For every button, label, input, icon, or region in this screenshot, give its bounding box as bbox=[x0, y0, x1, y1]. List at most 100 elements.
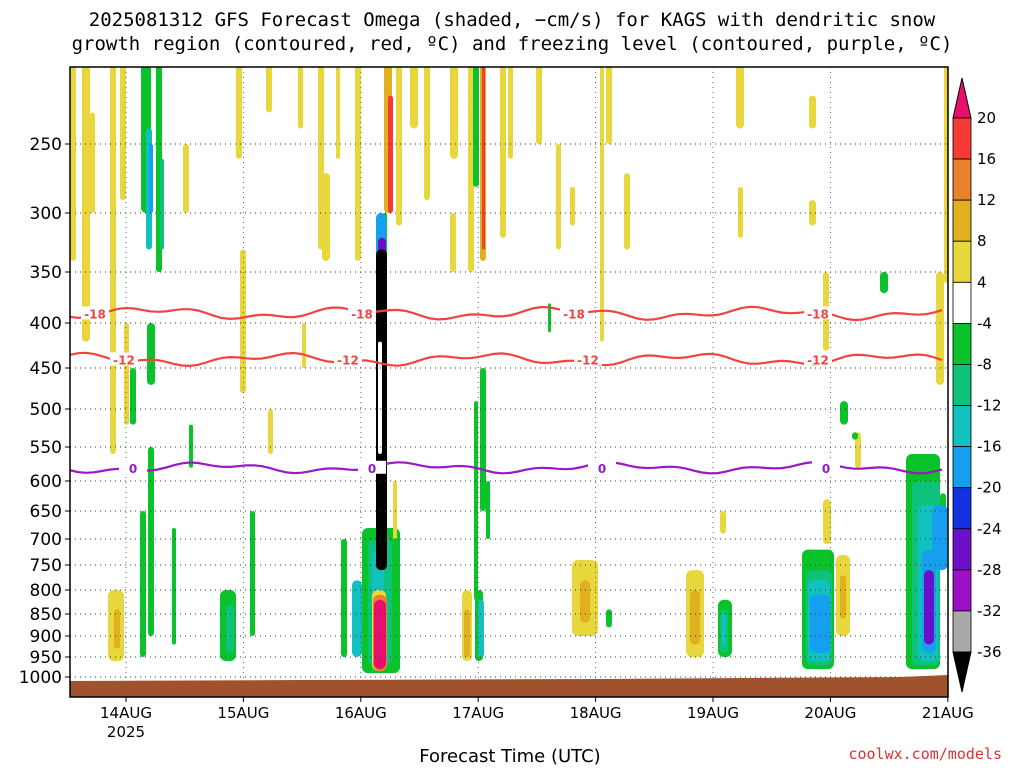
contour-label-10: 0 bbox=[598, 462, 606, 476]
plot-area: -18 -18 -18 -18 -12 -12 -12 -12 0 0 0 0 bbox=[70, 67, 948, 697]
y-tick-label-8: 650 bbox=[30, 502, 62, 522]
omega-yellow-8 bbox=[240, 249, 246, 394]
omega-yellow-40 bbox=[268, 409, 273, 455]
omega-green-3 bbox=[140, 511, 146, 657]
omega-green-2 bbox=[148, 447, 154, 636]
x-tick-label-6: 20AUG bbox=[804, 704, 856, 722]
x-tick-label-5: 19AUG bbox=[687, 704, 739, 722]
colorbar-band-7 bbox=[952, 405, 972, 448]
y-tick-label-15: 1000 bbox=[19, 668, 62, 688]
colorbar-band-9 bbox=[952, 487, 972, 530]
y-tick-label-1: 300 bbox=[30, 204, 62, 224]
colorbar-tick-11: -28 bbox=[977, 561, 1002, 579]
contour-label-4: -12 bbox=[113, 353, 135, 367]
colorbar-tick-6: -8 bbox=[977, 355, 992, 373]
omega-yellow-3 bbox=[110, 67, 116, 455]
colorbar-top-triangle bbox=[952, 77, 972, 119]
contour-label-11: 0 bbox=[822, 462, 830, 476]
omega-yellow-21 bbox=[468, 67, 474, 272]
omega-yellow-1 bbox=[82, 67, 90, 342]
colorbar-band-1 bbox=[952, 158, 972, 201]
colorbar-bottom-triangle bbox=[952, 651, 972, 693]
event17-red-top bbox=[482, 67, 485, 250]
y-tick-label-7: 600 bbox=[30, 472, 62, 492]
event16-red-top bbox=[388, 95, 393, 213]
colorbar-tick-3: 8 bbox=[977, 232, 987, 250]
x-tick-label-1: 15AUG bbox=[217, 704, 269, 722]
omega-green-5 bbox=[172, 528, 176, 645]
omega-yellow-31 bbox=[738, 186, 743, 238]
colorbar-tick-1: 16 bbox=[977, 150, 996, 168]
omega-yellow-15 bbox=[355, 67, 361, 261]
y-tick-label-11: 800 bbox=[30, 581, 62, 601]
y-tick-label-10: 750 bbox=[30, 556, 62, 576]
omega-yellow-13 bbox=[322, 173, 330, 261]
omega-green-6 bbox=[189, 424, 193, 468]
omega-yellow-5 bbox=[124, 323, 129, 425]
event20-orange bbox=[840, 575, 846, 619]
omega-green-16 bbox=[341, 539, 347, 657]
omega-green-13 bbox=[473, 67, 479, 187]
omega-yellow-29 bbox=[624, 173, 630, 250]
omega-green-11 bbox=[474, 401, 478, 600]
colorbar-band-0 bbox=[952, 117, 972, 160]
x-tick-label-4: 18AUG bbox=[570, 704, 622, 722]
x-tick-label-0: 14AUG bbox=[100, 704, 152, 722]
event17-orange bbox=[464, 609, 470, 657]
omega-yellow-9 bbox=[266, 67, 272, 113]
omega-green-15 bbox=[250, 511, 255, 636]
omega-yellow-11 bbox=[302, 323, 306, 368]
omega-green-18 bbox=[880, 272, 888, 294]
y-tick-label-2: 350 bbox=[30, 263, 62, 283]
omega-yellow-38 bbox=[720, 511, 726, 534]
colorbar-band-5 bbox=[952, 322, 972, 365]
omega-yellow-17 bbox=[410, 67, 418, 129]
colorbar-tick-9: -20 bbox=[977, 479, 1002, 497]
contour-label-6: -12 bbox=[577, 353, 599, 367]
omega-green-7 bbox=[147, 323, 155, 385]
omega-yellow-28 bbox=[606, 67, 612, 144]
omega-green-14 bbox=[548, 303, 551, 333]
omega-yellow-30 bbox=[736, 67, 744, 129]
omega-yellow-4 bbox=[120, 67, 126, 201]
y-tick-label-13: 900 bbox=[30, 627, 62, 647]
x-tick-label-7: 21AUG bbox=[922, 704, 974, 722]
omega-yellow-27 bbox=[600, 67, 604, 342]
contour-label-7: -12 bbox=[807, 353, 829, 367]
colorbar-band-3 bbox=[952, 240, 972, 283]
omega-yellow-36 bbox=[936, 272, 944, 385]
colorbar-band-4 bbox=[952, 281, 972, 324]
event16-descent-pink bbox=[374, 599, 386, 670]
surface-fill bbox=[70, 675, 948, 697]
contour-label-3: -18 bbox=[807, 307, 829, 321]
colorbar-tick-0: 20 bbox=[977, 109, 996, 127]
colorbar-tick-8: -16 bbox=[977, 438, 1002, 456]
omega-yellow-14 bbox=[336, 67, 340, 159]
contour-label-8: 0 bbox=[129, 462, 137, 476]
contour-1 bbox=[70, 351, 943, 368]
credit-text: coolwx.com/models bbox=[848, 745, 1002, 763]
omega-yellow-33 bbox=[809, 200, 816, 226]
omega-blue-0 bbox=[149, 144, 153, 213]
omega-yellow-2 bbox=[90, 112, 95, 213]
event21-purple bbox=[924, 570, 934, 645]
event17-teal bbox=[478, 599, 484, 657]
colorbar-band-2 bbox=[952, 199, 972, 242]
contour-label-0: -18 bbox=[84, 307, 106, 321]
omega-yellow-7 bbox=[236, 67, 242, 159]
contour-2 bbox=[70, 460, 943, 475]
event19-cyan bbox=[722, 614, 726, 645]
contour-label-9: 0 bbox=[368, 462, 376, 476]
contour-label-5: -12 bbox=[337, 353, 359, 367]
x-tick-label-3: 17AUG bbox=[452, 704, 504, 722]
omega-yellow-26 bbox=[570, 186, 575, 226]
y-tick-label-6: 550 bbox=[30, 438, 62, 458]
y-tick-label-14: 950 bbox=[30, 648, 62, 668]
colorbar-tick-4: 4 bbox=[977, 273, 987, 291]
y-tick-label-9: 700 bbox=[30, 530, 62, 550]
y-tick-label-5: 500 bbox=[30, 400, 62, 420]
colorbar-tick-5: -4 bbox=[977, 314, 992, 332]
omega-yellow-32 bbox=[809, 95, 816, 129]
omega-yellow-25 bbox=[556, 144, 561, 250]
